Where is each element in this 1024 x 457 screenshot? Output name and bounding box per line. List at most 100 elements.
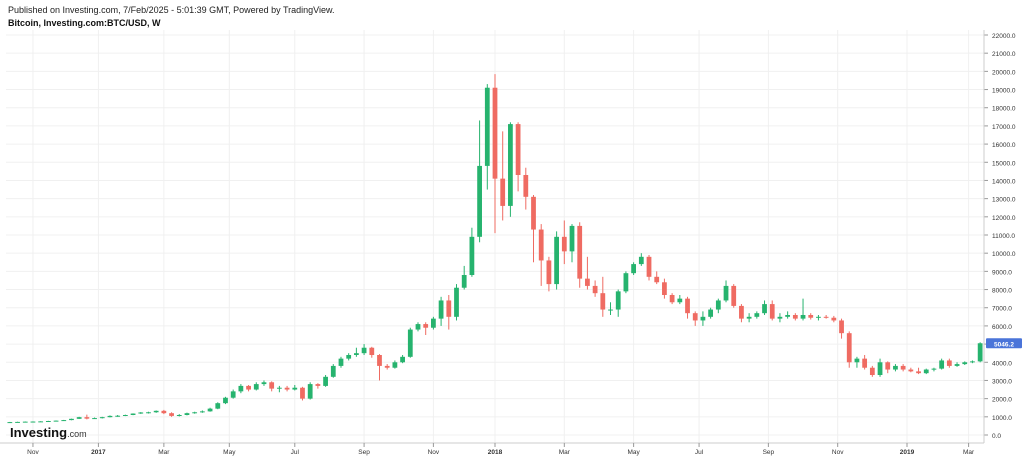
candle [962, 361, 968, 365]
candle-body [908, 369, 914, 372]
x-tick-label: Mar [559, 449, 571, 456]
x-tick-label: Mar [963, 449, 975, 456]
y-tick-label: 7000.0 [992, 306, 1012, 313]
candle [531, 195, 536, 263]
x-tick-label: Jul [695, 449, 704, 456]
candle-body [407, 329, 413, 357]
candle [608, 302, 613, 315]
candle [754, 311, 760, 319]
candle-body [107, 415, 113, 418]
candle [400, 355, 405, 364]
time-axis[interactable]: Nov 2017 Mar May Jul Sep Nov 2018 Mar May Jul Sep No… [0, 442, 984, 456]
candle-body [392, 362, 398, 368]
candle [538, 224, 544, 286]
candle-body [199, 411, 205, 413]
candle [931, 367, 937, 372]
candle [199, 410, 205, 413]
y-tick-label: 6000.0 [992, 324, 1012, 331]
candle-body [261, 382, 267, 385]
candle-body [315, 384, 321, 386]
candle-body [30, 421, 36, 423]
grid-lines [6, 30, 984, 443]
candle [631, 262, 637, 275]
candle-body [446, 300, 452, 317]
candle-body [577, 225, 583, 279]
y-tick-label: 20000.0 [992, 69, 1016, 76]
x-tick-label: 2019 [900, 449, 915, 456]
candle-body [946, 360, 952, 366]
candle-body [685, 298, 690, 314]
candle [207, 407, 213, 412]
candle [508, 122, 513, 217]
candle-body [700, 316, 706, 321]
y-tick-label: 17000.0 [992, 124, 1016, 131]
candle-body [438, 300, 444, 319]
candle-body [623, 273, 629, 292]
candle [654, 271, 660, 285]
candle [677, 295, 683, 305]
candle [423, 322, 429, 335]
candle-body [415, 324, 421, 330]
candle [261, 380, 267, 386]
x-tick-label: May [627, 449, 640, 456]
x-tick-label: May [223, 449, 236, 456]
candle-body [777, 316, 783, 319]
candle [169, 412, 174, 417]
candle-body [253, 384, 259, 390]
candle-body [230, 391, 236, 398]
candle-body [708, 309, 714, 317]
y-tick-label: 21000.0 [992, 51, 1016, 58]
candle-body [22, 421, 28, 423]
candle-body [369, 347, 375, 355]
candle-body [546, 260, 552, 285]
logo-suffix: .com [67, 429, 87, 439]
y-tick-label: 16000.0 [992, 142, 1016, 149]
candle [215, 402, 221, 410]
candle-body [592, 285, 598, 294]
candle [939, 358, 945, 370]
candle [22, 421, 28, 423]
candle-body [92, 418, 97, 420]
candle-body [823, 316, 829, 318]
candle [377, 354, 382, 381]
candle [284, 385, 290, 392]
candle [908, 367, 914, 373]
x-tick-label: Sep [763, 449, 775, 456]
candle [746, 313, 752, 323]
candle [515, 122, 521, 192]
candle [107, 415, 113, 418]
candle-body [538, 229, 544, 261]
candle-body [130, 413, 136, 415]
candle [484, 84, 490, 190]
candle [554, 231, 559, 290]
candle [276, 385, 282, 393]
candle-body [53, 420, 59, 422]
y-tick-label: 19000.0 [992, 88, 1016, 95]
candle-body [361, 347, 367, 354]
candle [76, 416, 82, 419]
candle-body [7, 422, 13, 424]
y-tick-label: 14000.0 [992, 178, 1016, 185]
y-tick-label: 15000.0 [992, 160, 1016, 167]
candle-body [423, 324, 429, 328]
candle-body [977, 343, 983, 362]
candle [900, 364, 906, 372]
candle-body [569, 225, 575, 252]
candle-body [146, 412, 151, 414]
candle [523, 167, 529, 210]
candle-body [338, 358, 344, 366]
price-axis[interactable]: 0.01000.02000.03000.04000.05000.06000.07… [983, 30, 1016, 443]
candle-body [307, 384, 313, 399]
candle-body [15, 421, 20, 423]
candle [669, 293, 675, 305]
y-tick-label: 12000.0 [992, 215, 1016, 222]
candle [646, 255, 652, 281]
candle [184, 412, 190, 416]
candle-body [877, 362, 883, 375]
candle [315, 383, 321, 389]
candle-body [746, 316, 752, 319]
candle [839, 318, 844, 339]
candle-body [192, 412, 198, 414]
candle [893, 364, 898, 372]
